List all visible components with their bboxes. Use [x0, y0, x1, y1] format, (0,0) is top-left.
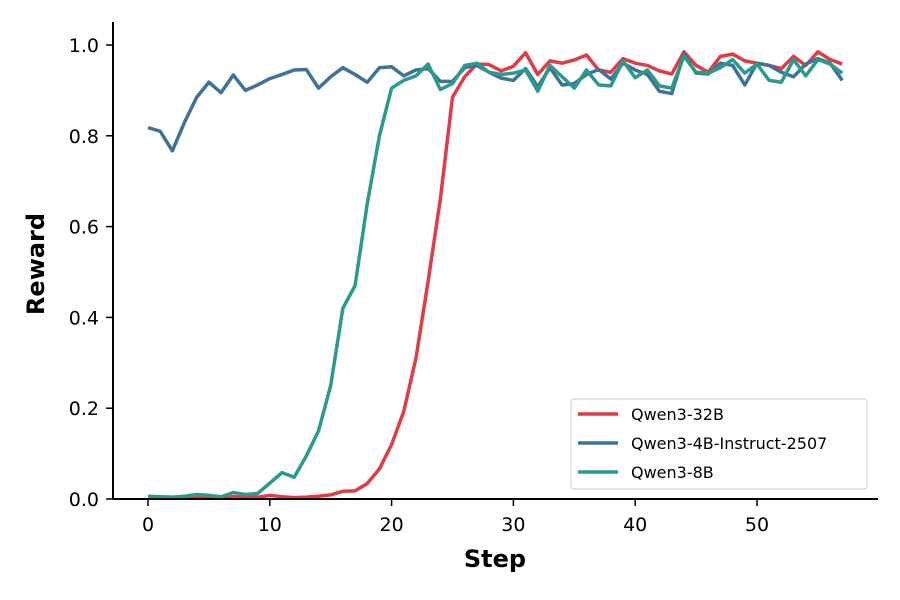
legend-frame	[570, 398, 868, 490]
legend-label-qwen3-4b-instruct-2507: Qwen3-4B-Instruct-2507	[631, 434, 827, 453]
legend-label-qwen3-8b: Qwen3-8B	[631, 463, 714, 482]
ticks-layer: 0 10 20 30 40 50 0.0 0.2 0.4 0.6 0.8 1.0	[69, 35, 769, 536]
x-tick-label: 20	[380, 514, 404, 536]
x-tick-label: 40	[623, 514, 647, 536]
series-layer	[147, 50, 844, 500]
y-tick-label: 0.6	[69, 217, 99, 239]
legend-label-qwen3-32b: Qwen3-32B	[631, 405, 724, 424]
y-tick-label: 0.2	[69, 398, 99, 420]
y-tick-label: 1.0	[69, 35, 99, 57]
x-axis-title: Step	[464, 545, 526, 573]
y-tick-label: 0.8	[69, 126, 99, 148]
series-line-qwen3-32b	[147, 50, 843, 500]
y-tick-label: 0.0	[69, 489, 99, 511]
y-axis-title: Reward	[22, 213, 50, 315]
legend: Qwen3-32B Qwen3-4B-Instruct-2507 Qwen3-8…	[570, 398, 868, 490]
x-tick-label: 10	[258, 514, 282, 536]
x-tick-label: 50	[745, 514, 769, 536]
y-tick-label: 0.4	[69, 307, 99, 329]
x-tick-label: 30	[501, 514, 525, 536]
x-tick-label: 0	[142, 514, 154, 536]
series-line-qwen3-8b	[147, 54, 844, 499]
axes-layer	[112, 22, 878, 500]
